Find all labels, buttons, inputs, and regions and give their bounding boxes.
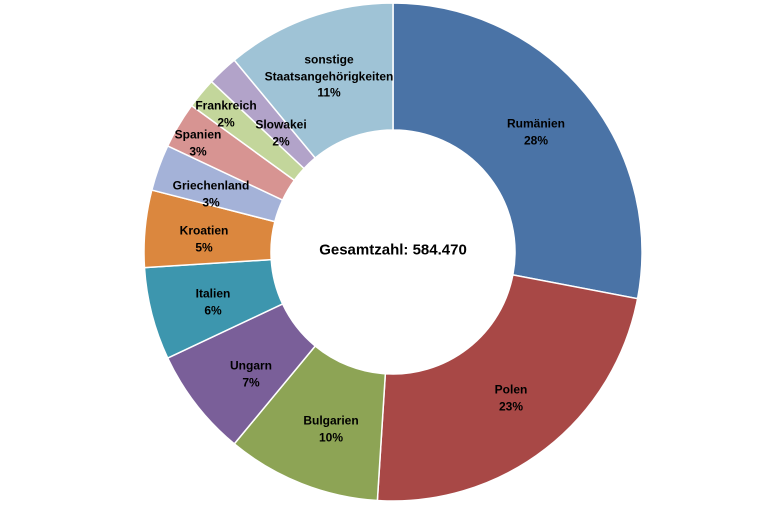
pie-slice-rumaenien xyxy=(392,2,643,300)
pie-slice-sonstige-staatsangehoerigkeiten xyxy=(233,2,394,159)
chart-center-total: Gesamtzahl: 584.470 xyxy=(319,241,467,259)
pie-slice-polen xyxy=(376,274,639,502)
